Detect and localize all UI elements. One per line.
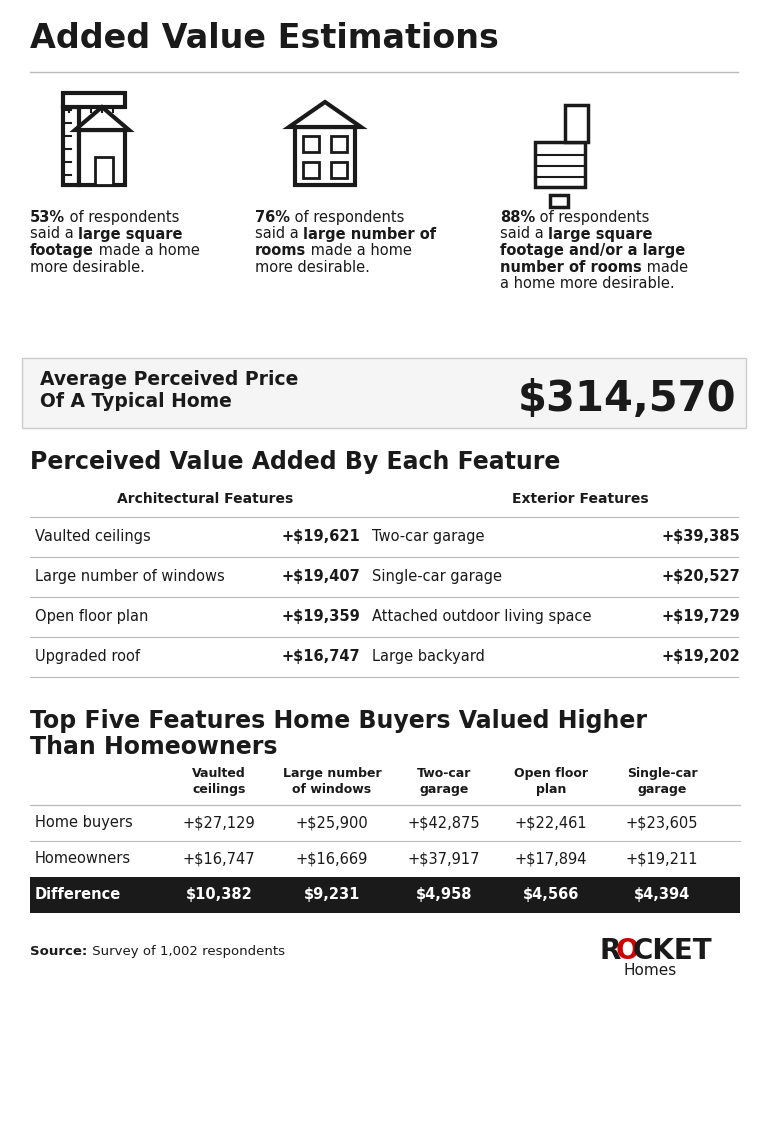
Text: +$19,729: +$19,729 (661, 608, 740, 624)
Text: +$19,359: +$19,359 (281, 608, 360, 624)
Text: Large number
of windows: Large number of windows (283, 767, 382, 796)
Text: Added Value Estimations: Added Value Estimations (30, 21, 499, 55)
Text: Large backyard: Large backyard (372, 649, 485, 664)
Text: Open floor
plan: Open floor plan (514, 767, 588, 796)
Text: large number of: large number of (303, 226, 436, 242)
Text: +$16,669: +$16,669 (296, 851, 368, 866)
Text: +$19,621: +$19,621 (281, 529, 360, 544)
Text: Single-car
garage: Single-car garage (627, 767, 697, 796)
Text: more desirable.: more desirable. (255, 259, 370, 275)
Text: +$39,385: +$39,385 (661, 529, 740, 544)
Bar (22, 359, 746, 428)
Text: Vaulted
ceilings: Vaulted ceilings (192, 767, 246, 796)
Text: +$27,129: +$27,129 (183, 815, 256, 830)
Text: said a: said a (500, 226, 548, 242)
Text: Attached outdoor living space: Attached outdoor living space (372, 608, 591, 624)
Text: Average Perceived Price: Average Perceived Price (40, 370, 299, 389)
Bar (295, 127, 355, 185)
Text: Single-car garage: Single-car garage (372, 569, 502, 584)
Text: Difference: Difference (35, 887, 121, 903)
Text: Two-car garage: Two-car garage (372, 529, 485, 544)
Text: of respondents: of respondents (290, 210, 405, 225)
Text: Source:: Source: (30, 946, 88, 958)
Text: Architectural Features: Architectural Features (117, 492, 293, 506)
Text: +$19,407: +$19,407 (281, 569, 360, 584)
Text: +$37,917: +$37,917 (408, 851, 480, 866)
Text: $9,231: $9,231 (304, 887, 360, 903)
Bar (95, 157, 113, 185)
Text: 76%: 76% (255, 210, 290, 225)
Text: +$42,875: +$42,875 (408, 815, 480, 830)
Text: +$23,605: +$23,605 (626, 815, 698, 830)
Text: Perceived Value Added By Each Feature: Perceived Value Added By Each Feature (30, 450, 561, 474)
Text: +$22,461: +$22,461 (515, 815, 588, 830)
Polygon shape (289, 102, 361, 127)
Text: +$16,747: +$16,747 (183, 851, 255, 866)
Text: Two-car
garage: Two-car garage (417, 767, 472, 796)
Text: +$17,894: +$17,894 (515, 851, 588, 866)
Bar (303, 162, 319, 178)
Bar (63, 107, 79, 185)
Text: Open floor plan: Open floor plan (35, 608, 148, 624)
Text: said a: said a (255, 226, 303, 242)
Text: $4,958: $4,958 (415, 887, 472, 903)
Text: O: O (616, 936, 640, 965)
Text: +$19,211: +$19,211 (626, 851, 698, 866)
Text: +$16,747: +$16,747 (281, 649, 360, 664)
Text: CKET: CKET (633, 936, 713, 965)
Text: made a home: made a home (306, 243, 412, 258)
Text: made: made (642, 259, 688, 275)
Text: said a: said a (30, 226, 78, 242)
Text: large square: large square (78, 226, 183, 242)
Text: of respondents: of respondents (65, 210, 180, 225)
Text: Exterior Features: Exterior Features (511, 492, 648, 506)
Text: +$20,527: +$20,527 (661, 569, 740, 584)
Bar (331, 136, 347, 152)
Text: $4,566: $4,566 (523, 887, 579, 903)
Bar (331, 162, 347, 178)
Bar (79, 130, 125, 185)
Text: Upgraded roof: Upgraded roof (35, 649, 140, 664)
Text: footage: footage (30, 243, 94, 258)
Text: Home buyers: Home buyers (35, 815, 133, 830)
Text: made a home: made a home (94, 243, 200, 258)
Text: rooms: rooms (255, 243, 306, 258)
Text: 88%: 88% (500, 210, 535, 225)
Text: of respondents: of respondents (535, 210, 650, 225)
Text: Top Five Features Home Buyers Valued Higher: Top Five Features Home Buyers Valued Hig… (30, 709, 647, 733)
Text: Large number of windows: Large number of windows (35, 569, 225, 584)
Text: Of A Typical Home: Of A Typical Home (40, 392, 232, 411)
Bar (535, 143, 585, 187)
Text: a home more desirable.: a home more desirable. (500, 276, 674, 291)
Polygon shape (75, 107, 129, 130)
Polygon shape (565, 105, 588, 143)
Text: number of rooms: number of rooms (500, 259, 642, 275)
Text: +$19,202: +$19,202 (661, 649, 740, 664)
Bar (303, 136, 319, 152)
Text: large square: large square (548, 226, 653, 242)
Text: $314,570: $314,570 (518, 378, 736, 420)
Text: 53%: 53% (30, 210, 65, 225)
Text: Vaulted ceilings: Vaulted ceilings (35, 529, 151, 544)
Text: Homes: Homes (624, 962, 677, 978)
Text: $10,382: $10,382 (186, 887, 253, 903)
Bar (550, 195, 568, 207)
Text: +$25,900: +$25,900 (296, 815, 369, 830)
Bar (63, 93, 125, 107)
Bar (30, 877, 740, 913)
Text: Than Homeowners: Than Homeowners (30, 735, 277, 759)
Text: footage and/or a large: footage and/or a large (500, 243, 685, 258)
Text: Survey of 1,002 respondents: Survey of 1,002 respondents (88, 946, 285, 958)
Text: R: R (600, 936, 621, 965)
Text: Homeowners: Homeowners (35, 851, 131, 866)
Text: $4,394: $4,394 (634, 887, 690, 903)
Text: more desirable.: more desirable. (30, 259, 145, 275)
